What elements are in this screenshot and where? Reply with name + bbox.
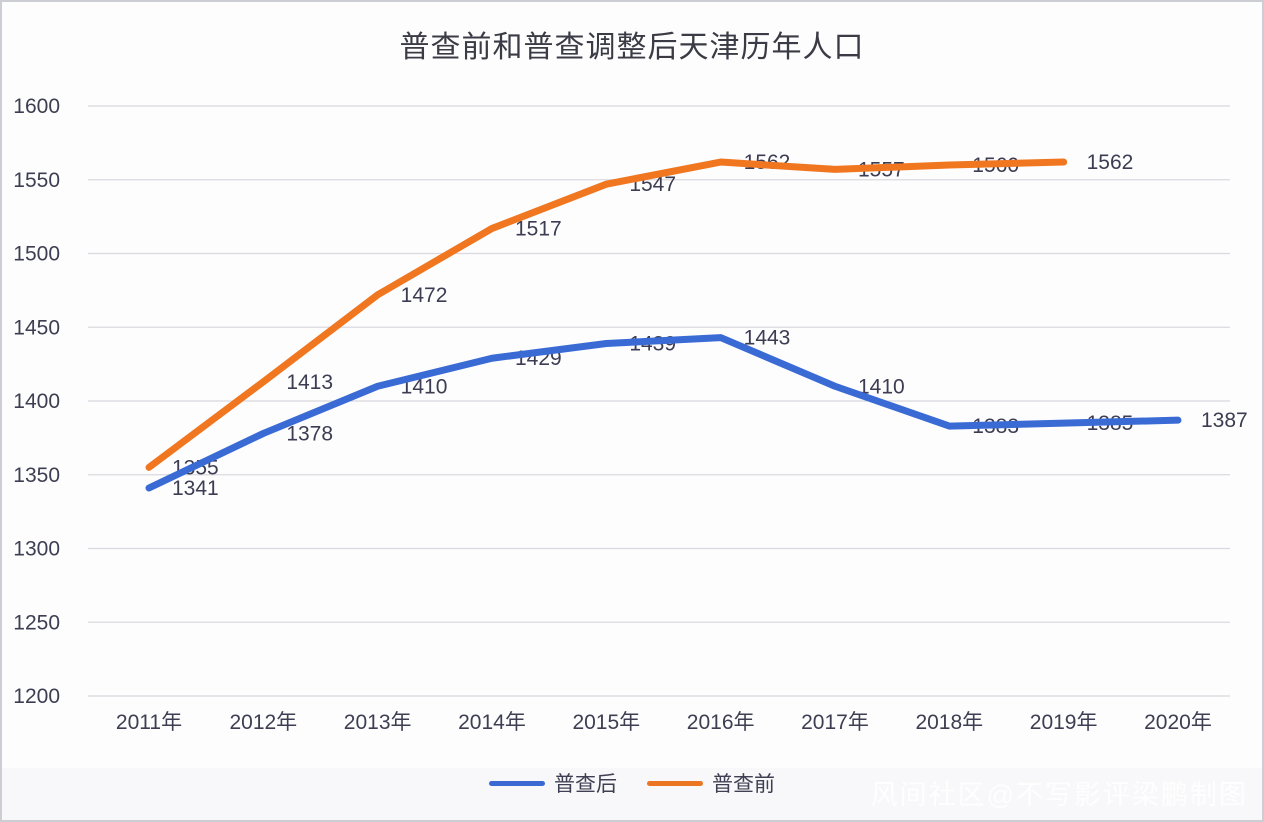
legend-label: 普查后 [554, 773, 617, 796]
series-line-after-census [145, 334, 1182, 492]
data-label: 1413 [286, 371, 333, 394]
x-tick-label: 2015年 [572, 711, 640, 734]
data-label: 1387 [1201, 409, 1248, 432]
x-tick-label: 2018年 [915, 711, 983, 734]
y-tick-label: 1350 [13, 464, 60, 487]
y-tick-label: 1450 [13, 316, 60, 339]
chart-legend: 普查后 普查前 [2, 768, 1262, 798]
data-label: 1472 [401, 284, 448, 307]
y-tick-label: 1250 [13, 611, 60, 634]
y-tick-label: 1600 [13, 95, 60, 118]
x-tick-label: 2014年 [458, 711, 526, 734]
legend-line-swatch-blue-icon [489, 780, 545, 786]
x-tick-label: 2016年 [687, 711, 755, 734]
y-tick-label: 1200 [13, 685, 60, 708]
x-tick-label: 2012年 [229, 711, 297, 734]
x-tick-label: 2013年 [344, 711, 412, 734]
data-label: 1443 [744, 327, 791, 350]
chart-title: 普查前和普查调整后天津历年人口 [399, 31, 865, 64]
legend-item-after-census: 普查后 [489, 768, 617, 798]
data-label: 1378 [286, 422, 333, 445]
legend-label: 普查前 [712, 773, 775, 796]
legend-item-before-census: 普查前 [647, 768, 775, 798]
y-tick-label: 1550 [13, 169, 60, 192]
y-tick-label: 1500 [13, 243, 60, 266]
y-tick-label: 1400 [13, 390, 60, 413]
data-label: 1341 [172, 477, 219, 500]
x-tick-label: 2020年 [1144, 711, 1212, 734]
x-tick-label: 2011年 [116, 711, 182, 734]
legend-line-swatch-orange-icon [647, 780, 703, 786]
x-tick-label: 2017年 [801, 711, 869, 734]
data-label: 1410 [858, 375, 905, 398]
series-line-before-census [145, 158, 1068, 471]
data-label: 1562 [1087, 151, 1134, 174]
x-tick-label: 2019年 [1030, 711, 1098, 734]
y-tick-label: 1300 [13, 538, 60, 561]
data-label: 1517 [515, 217, 562, 240]
